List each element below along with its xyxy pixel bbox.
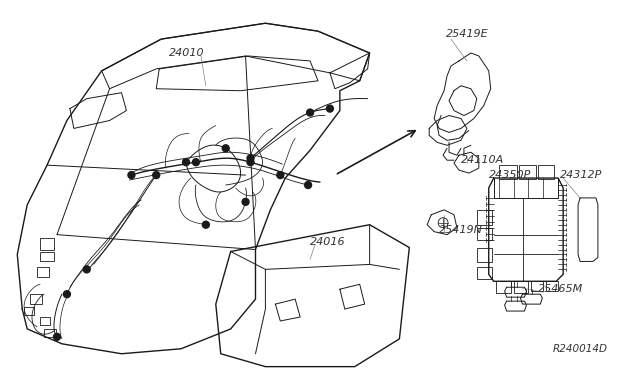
Bar: [30, 294, 42, 304]
Circle shape: [326, 105, 333, 112]
Circle shape: [305, 182, 312, 189]
Text: 24312P: 24312P: [560, 170, 603, 180]
Text: R240014D: R240014D: [553, 344, 608, 354]
Text: 24010: 24010: [169, 48, 205, 58]
Bar: [538, 165, 554, 179]
Circle shape: [242, 198, 249, 205]
Bar: [40, 238, 54, 250]
Circle shape: [182, 159, 189, 166]
Circle shape: [222, 145, 229, 152]
Bar: [531, 281, 543, 291]
Bar: [499, 165, 516, 179]
Circle shape: [153, 171, 160, 179]
Circle shape: [63, 291, 70, 298]
Bar: [513, 281, 529, 293]
Bar: [477, 247, 492, 262]
Text: 25419N: 25419N: [439, 225, 483, 235]
Circle shape: [193, 159, 200, 166]
Bar: [547, 281, 558, 291]
Bar: [24, 307, 34, 315]
Text: 24110A: 24110A: [461, 155, 504, 165]
Bar: [518, 165, 536, 179]
Bar: [477, 210, 492, 225]
Circle shape: [202, 221, 209, 228]
Circle shape: [247, 155, 254, 162]
Bar: [40, 251, 54, 262]
Circle shape: [128, 171, 135, 179]
Text: 25465M: 25465M: [538, 284, 584, 294]
Text: 24016: 24016: [310, 237, 346, 247]
Circle shape: [277, 171, 284, 179]
Text: 25419E: 25419E: [446, 29, 489, 39]
Circle shape: [83, 266, 90, 273]
Circle shape: [54, 333, 60, 340]
Circle shape: [247, 159, 254, 166]
Text: 24350P: 24350P: [489, 170, 531, 180]
Circle shape: [307, 109, 314, 116]
Bar: [40, 317, 50, 325]
Bar: [495, 281, 511, 293]
Bar: [477, 267, 492, 279]
Bar: [44, 329, 56, 337]
Bar: [37, 267, 49, 277]
Bar: [477, 228, 492, 240]
